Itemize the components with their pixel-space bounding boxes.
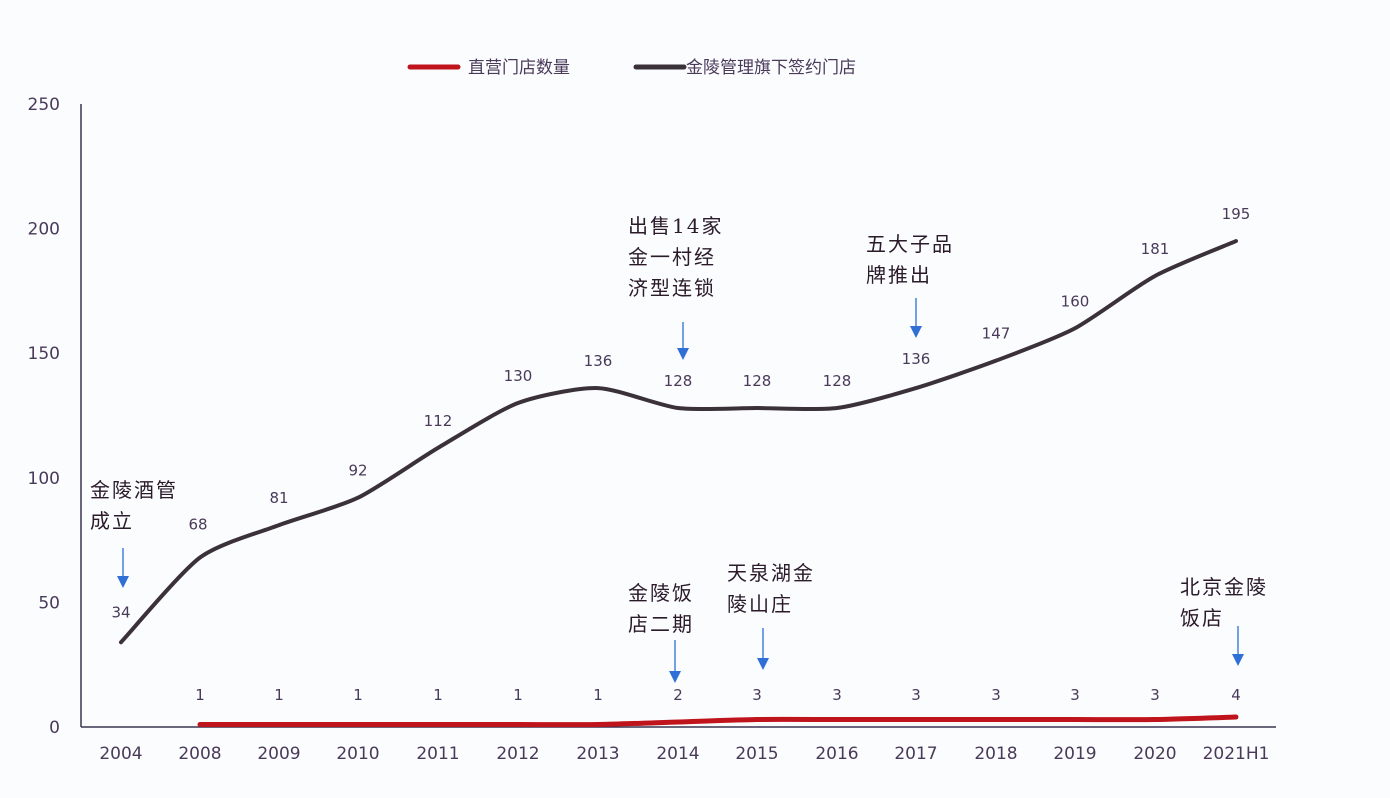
y-tick-label: 100 [28,469,60,489]
managed-stores-value: 128 [664,372,693,390]
x-tick-label: 2018 [974,744,1017,764]
managed-stores-value: 112 [424,412,453,430]
annotation-text: 成立 [90,509,134,533]
managed-stores-value: 160 [1061,292,1090,310]
direct-stores-value: 1 [195,686,205,704]
x-tick-label: 2013 [576,744,619,764]
direct-stores-value: 3 [991,686,1001,704]
legend-item: 直营门店数量 [407,58,570,78]
x-tick-label: 2015 [735,744,778,764]
direct-stores-value: 3 [1150,686,1160,704]
arrow-down-icon [117,576,129,588]
legend-label: 直营门店数量 [468,58,570,78]
y-tick-label: 200 [28,220,60,240]
x-tick-label: 2012 [496,744,539,764]
legend-item: 金陵管理旗下签约门店 [633,58,856,78]
y-axis: 0 50 100 150 200 250 [28,95,82,738]
x-tick-label: 2014 [656,744,699,764]
legend: 直营门店数量 金陵管理旗下签约门店 [407,58,856,78]
annotation-text: 金陵饭 [628,581,694,605]
annotation-text: 金陵酒管 [90,478,178,502]
arrow-down-icon [757,658,769,670]
arrow-down-icon [910,326,922,338]
x-tick-label: 2020 [1133,744,1176,764]
direct-stores-value: 2 [673,686,683,704]
x-tick-label: 2004 [99,744,142,764]
direct-stores-line [197,714,1239,728]
managed-stores-value: 136 [584,352,613,370]
x-tick-label: 2021H1 [1203,744,1270,764]
y-tick-label: 50 [38,593,60,613]
managed-stores-value: 81 [269,489,288,507]
managed-stores-value: 195 [1222,205,1251,223]
arrow-down-icon [669,671,681,683]
managed-stores-value: 136 [902,350,931,368]
managed-stores-value: 181 [1141,240,1170,258]
managed-stores-value: 92 [348,462,367,480]
annotations: 金陵酒管成立出售14家金一村经济型连锁五大子品牌推出金陵饭店二期天泉湖金陵山庄北… [90,214,1268,683]
annotation-text: 金一村经 [628,245,716,269]
x-tick-label: 2009 [257,744,300,764]
legend-label: 金陵管理旗下签约门店 [686,58,856,78]
x-tick-label: 2019 [1053,744,1096,764]
x-tick-label: 2010 [336,744,379,764]
direct-stores-value: 1 [353,686,363,704]
annotation-text: 牌推出 [866,263,932,287]
managed-stores-value: 147 [982,325,1011,343]
annotation-text: 济型连锁 [628,276,716,300]
annotation-text: 店二期 [628,612,694,636]
direct-stores-value: 1 [593,686,603,704]
annotation-text: 天泉湖金 [727,561,815,585]
x-tick-label: 2011 [416,744,459,764]
annotation-text: 陵山庄 [727,592,793,616]
direct-stores-value: 1 [433,686,443,704]
arrow-down-icon [1232,654,1244,666]
direct-stores-value: 3 [752,686,762,704]
y-tick-label: 0 [49,718,60,738]
direct-stores-value: 3 [832,686,842,704]
direct-stores-value: 1 [513,686,523,704]
annotation-text: 出售14家 [628,214,723,238]
managed-stores-value: 68 [188,516,207,534]
direct-stores-value: 3 [911,686,921,704]
managed-stores-value: 128 [823,372,852,390]
x-axis: 2004 2008 2009 2010 2011 2012 2013 2014 2015 2016… [81,726,1276,764]
series-lines [119,239,1239,728]
arrow-down-icon [677,348,689,360]
x-tick-label: 2008 [178,744,221,764]
direct-stores-value: 3 [1070,686,1080,704]
direct-stores-value: 1 [274,686,284,704]
annotation-text: 饭店 [1180,606,1224,630]
y-tick-label: 250 [28,95,60,115]
direct-stores-value: 4 [1231,686,1241,704]
annotation-text: 五大子品 [866,232,954,256]
x-tick-label: 2016 [815,744,858,764]
managed-stores-value: 130 [504,367,533,385]
y-tick-label: 150 [28,344,60,364]
managed-stores-value: 128 [743,372,772,390]
annotation-text: 北京金陵 [1180,575,1268,599]
managed-stores-line [119,239,1238,645]
x-tick-label: 2017 [894,744,937,764]
managed-stores-value: 34 [111,603,130,621]
